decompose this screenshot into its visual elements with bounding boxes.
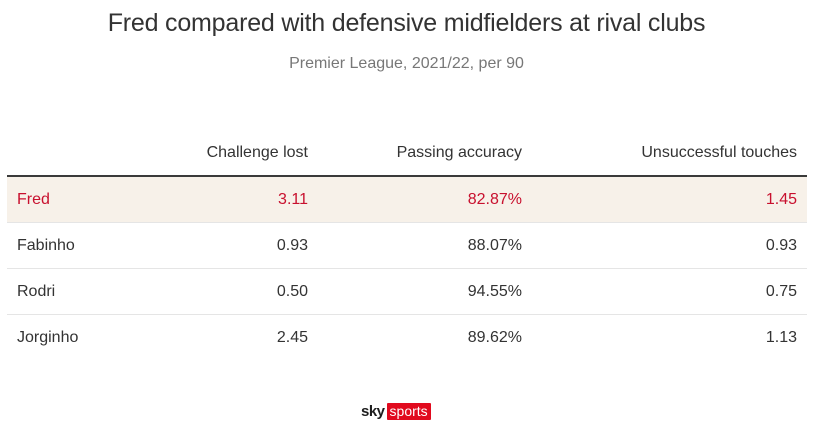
passing-accuracy-value: 88.07% [467, 236, 522, 254]
header-unsuccessful-touches: Unsuccessful touches [641, 143, 797, 161]
unsuccessful-touches-value: 1.45 [765, 190, 797, 208]
unsuccessful-touches-value: 1.13 [765, 328, 797, 346]
table-header-row: Challenge lost Passing accuracy Unsucces… [7, 130, 807, 177]
chart-subtitle: Premier League, 2021/22, per 90 [289, 55, 524, 72]
header-challenge-lost: Challenge lost [206, 143, 308, 161]
table-row-fabinho: Fabinho 0.93 88.07% 0.93 [7, 223, 807, 269]
header-passing-accuracy: Passing accuracy [396, 143, 522, 161]
player-name: Fred [17, 190, 50, 208]
logo-sports-text: sports [386, 402, 431, 420]
unsuccessful-touches-value: 0.75 [765, 282, 797, 300]
player-name: Jorginho [17, 328, 79, 346]
player-name: Rodri [17, 282, 56, 300]
challenge-lost-value: 0.50 [276, 282, 308, 300]
challenge-lost-value: 3.11 [278, 190, 308, 208]
passing-accuracy-value: 94.55% [467, 282, 522, 300]
unsuccessful-touches-value: 0.93 [765, 236, 797, 254]
challenge-lost-value: 0.93 [276, 236, 308, 254]
table-row-jorginho: Jorginho 2.45 89.62% 1.13 [7, 315, 807, 360]
player-name: Fabinho [17, 236, 75, 254]
comparison-table: Challenge lost Passing accuracy Unsucces… [7, 130, 807, 360]
passing-accuracy-value: 82.87% [467, 190, 522, 208]
sky-sports-logo: sky sports [361, 402, 431, 420]
challenge-lost-value: 2.45 [276, 328, 308, 346]
table-row-rodri: Rodri 0.50 94.55% 0.75 [7, 269, 807, 315]
logo-sky-text: sky [361, 402, 385, 420]
chart-title: Fred compared with defensive midfielders… [107, 9, 706, 37]
passing-accuracy-value: 89.62% [467, 328, 522, 346]
table-row-fred: Fred 3.11 82.87% 1.45 [7, 177, 807, 223]
